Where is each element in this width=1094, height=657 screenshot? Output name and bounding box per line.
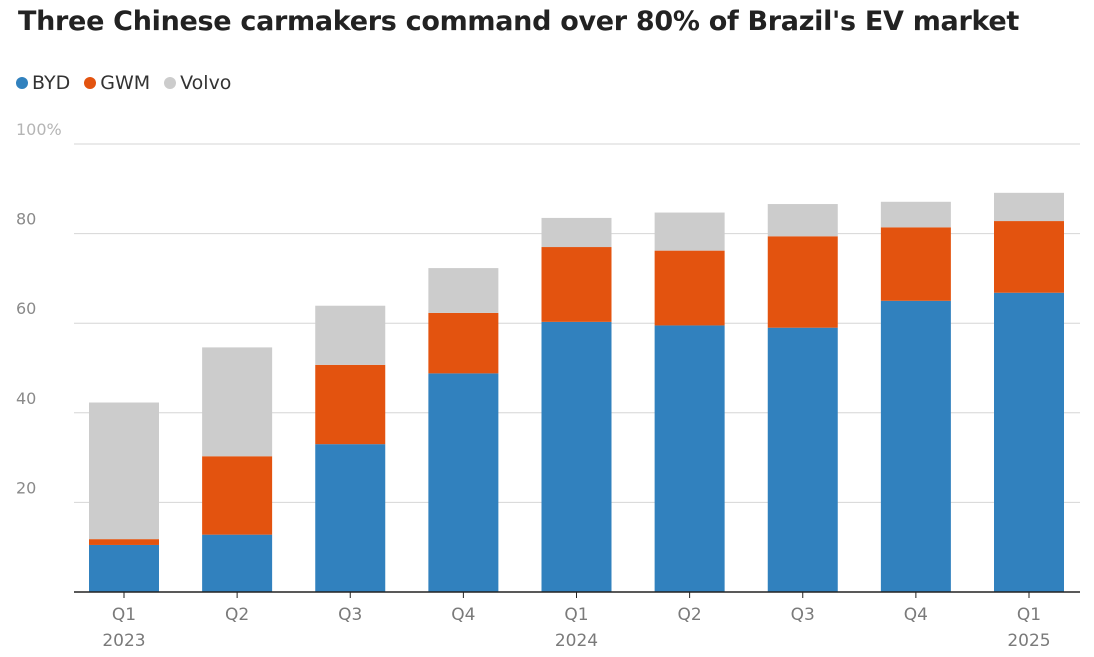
legend-label-gwm: GWM	[100, 72, 151, 94]
legend-label-byd: BYD	[32, 72, 71, 94]
bar-gwm-0	[89, 539, 159, 545]
chart-title: Three Chinese carmakers command over 80%…	[18, 6, 1020, 37]
bar-volvo-1	[202, 347, 273, 457]
bar-byd-3	[428, 373, 499, 592]
bar-gwm-8	[994, 221, 1064, 293]
bar-gwm-5	[654, 250, 725, 326]
bar-volvo-0	[89, 402, 159, 540]
y-tick-label-60: 60	[16, 299, 36, 318]
bars	[89, 192, 1064, 592]
bar-volvo-5	[654, 212, 725, 251]
bar-volvo-2	[315, 305, 386, 365]
y-tick-label-40: 40	[16, 389, 36, 408]
bar-byd-1	[202, 534, 273, 592]
bar-gwm-3	[428, 312, 499, 374]
bar-byd-5	[654, 325, 725, 592]
legend-swatch-byd	[16, 77, 28, 89]
legend-item-gwm: GWM	[84, 72, 150, 94]
bar-byd-4	[541, 321, 612, 592]
x-tick-label-5: Q2	[678, 605, 702, 625]
bar-gwm-6	[767, 236, 838, 328]
x-tick-label-8: Q1	[1017, 605, 1041, 625]
x-tick-label-1: Q2	[225, 605, 249, 625]
x-tick-label-4: Q1	[564, 605, 588, 625]
x-year-label-0: 2023	[102, 631, 145, 651]
legend-item-byd: BYD	[16, 72, 70, 94]
legend-swatch-gwm	[84, 77, 97, 89]
x-tick-label-6: Q3	[791, 605, 815, 625]
bar-byd-8	[994, 292, 1064, 592]
bar-volvo-3	[428, 268, 499, 313]
bar-gwm-7	[880, 227, 951, 301]
x-tick-label-0: Q1	[112, 605, 136, 625]
y-axis-labels: 20 40 60 80 100%	[16, 120, 62, 497]
bar-volvo-8	[994, 192, 1064, 222]
bar-volvo-6	[767, 204, 838, 237]
bar-volvo-7	[880, 201, 951, 228]
bar-gwm-1	[202, 456, 273, 535]
bar-byd-7	[880, 300, 951, 592]
y-tick-label-100: 100%	[16, 120, 62, 139]
legend: BYD GWM Volvo	[16, 72, 245, 94]
x-year-label-8: 2025	[1007, 631, 1050, 651]
x-axis-labels: Q1 2023 Q2 Q3 Q4 Q1 2024 Q2 Q3 Q4 Q1 2025	[102, 605, 1050, 651]
legend-item-volvo: Volvo	[164, 72, 231, 94]
bar-byd-2	[315, 444, 386, 592]
bar-volvo-4	[541, 217, 612, 248]
x-year-label-4: 2024	[555, 631, 598, 651]
x-tick-label-2: Q3	[338, 605, 362, 625]
x-axis	[74, 591, 1080, 598]
bar-gwm-2	[315, 364, 386, 445]
bar-gwm-4	[541, 247, 612, 322]
bar-byd-6	[767, 327, 838, 592]
x-tick-label-7: Q4	[904, 605, 928, 625]
legend-swatch-volvo	[164, 77, 177, 89]
legend-label-volvo: Volvo	[180, 72, 232, 94]
y-tick-label-80: 80	[16, 210, 36, 229]
x-tick-label-3: Q4	[451, 605, 475, 625]
bar-byd-0	[89, 544, 159, 592]
y-tick-label-20: 20	[16, 478, 36, 497]
